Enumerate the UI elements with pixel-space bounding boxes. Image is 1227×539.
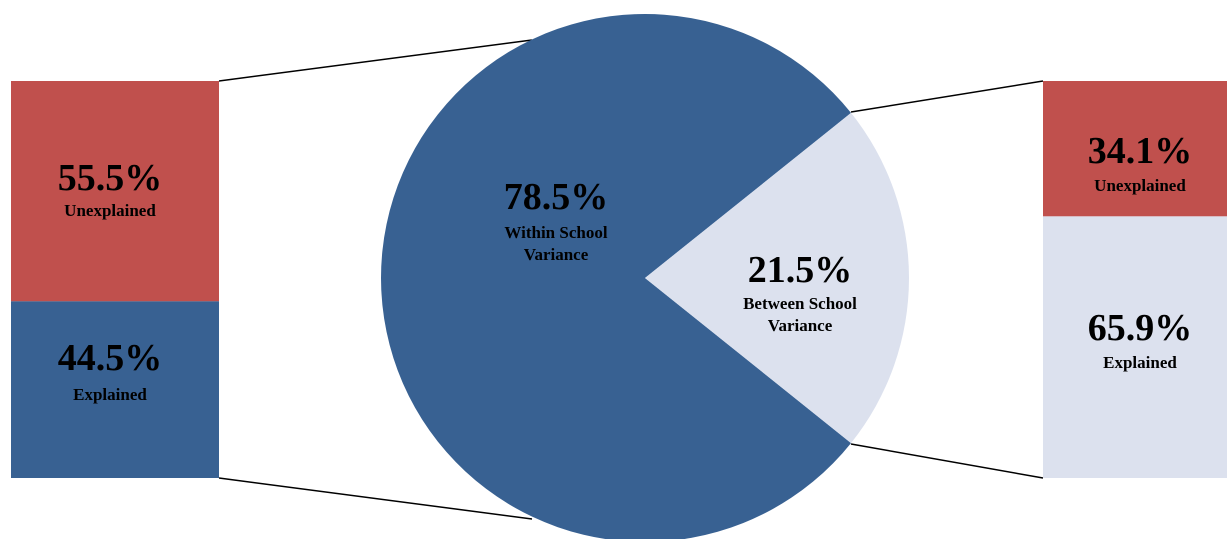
right-bar-explained-segment xyxy=(1043,216,1227,478)
right-connector-bottom xyxy=(850,443,1044,479)
left-explained-label: Explained xyxy=(73,385,147,404)
within-school-label-line2: Variance xyxy=(524,245,589,264)
left-bar-explained-segment xyxy=(11,301,219,478)
pie xyxy=(381,14,910,539)
right-bar-unexplained-segment xyxy=(1043,81,1227,217)
right-explained-percent: 65.9% xyxy=(1088,307,1193,349)
left-bar-unexplained-segment xyxy=(11,81,219,302)
between-school-label-line2: Variance xyxy=(768,316,833,335)
left-explained-percent: 44.5% xyxy=(58,337,163,379)
within-school-label-line1: Within School xyxy=(504,223,607,242)
right-bar xyxy=(1043,81,1227,478)
left-connector-bottom xyxy=(218,477,533,520)
right-connector-top xyxy=(850,80,1044,113)
pie-slice-within-school xyxy=(381,14,852,539)
left-unexplained-label: Unexplained xyxy=(64,201,156,220)
between-school-percent: 21.5% xyxy=(748,249,853,291)
within-school-percent: 78.5% xyxy=(504,176,609,218)
left-connector-top xyxy=(218,39,533,82)
pie-slice-between-school xyxy=(645,112,910,444)
right-unexplained-label: Unexplained xyxy=(1094,176,1186,195)
left-bar xyxy=(11,81,219,478)
left-unexplained-percent: 55.5% xyxy=(58,157,163,199)
right-unexplained-percent: 34.1% xyxy=(1088,130,1193,172)
between-school-label-line1: Between School xyxy=(743,294,857,313)
right-explained-label: Explained xyxy=(1103,353,1177,372)
